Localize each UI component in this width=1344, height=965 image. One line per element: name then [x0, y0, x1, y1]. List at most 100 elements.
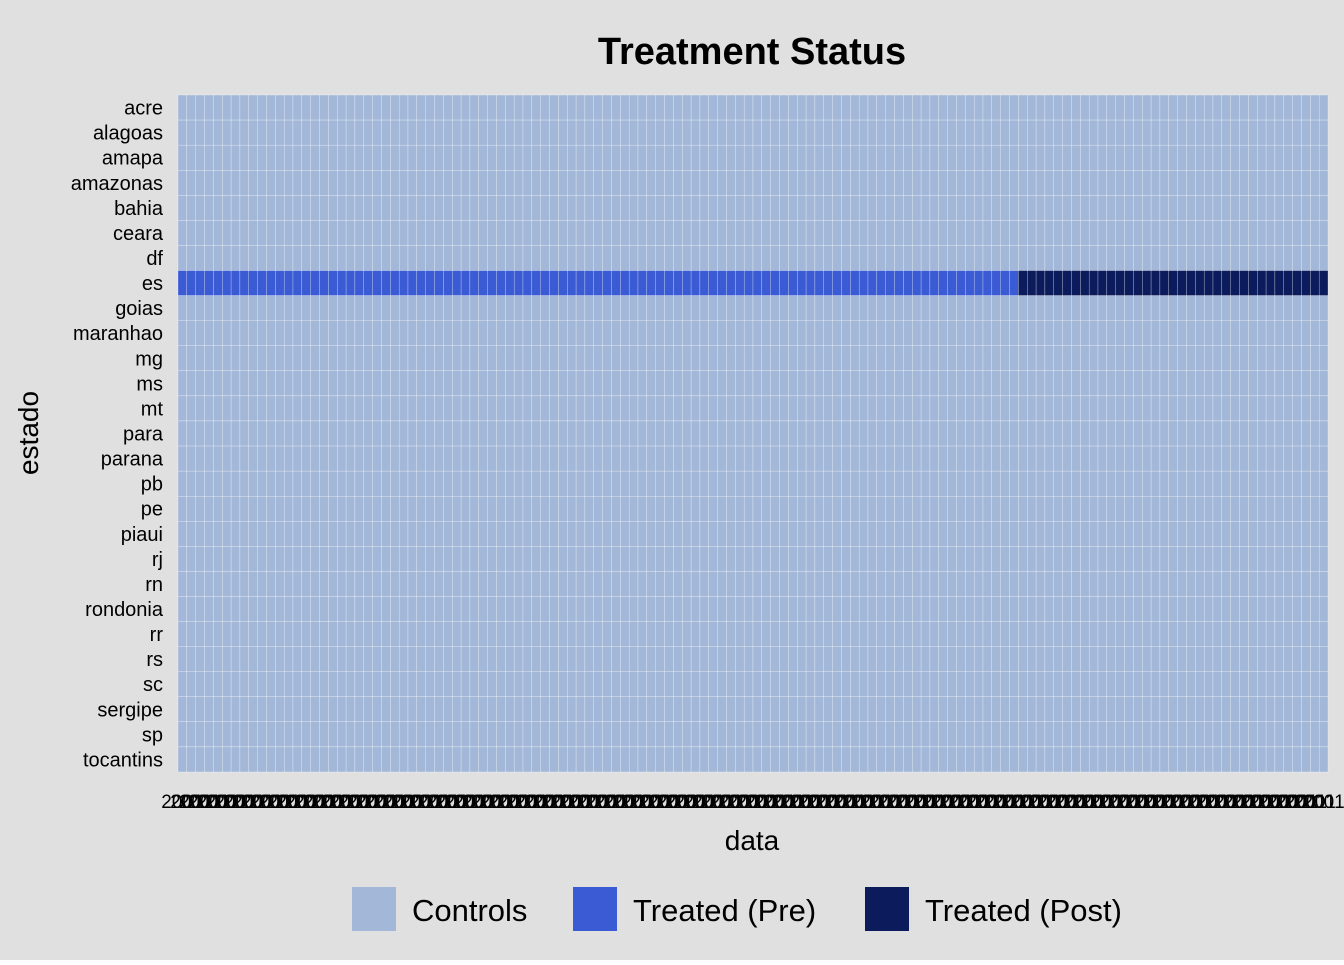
- heatmap-cell: [779, 94, 789, 121]
- heatmap-cell: [814, 295, 824, 321]
- heatmap-cell: [186, 420, 196, 447]
- heatmap-cell: [1000, 721, 1010, 748]
- heatmap-cell: [929, 245, 939, 271]
- heatmap-cell: [390, 521, 400, 547]
- heatmap-cell: [496, 521, 506, 547]
- heatmap-cell: [239, 721, 249, 748]
- heatmap-cell: [460, 370, 471, 397]
- heatmap-cell: [248, 746, 258, 773]
- heatmap-cell: [1239, 671, 1249, 697]
- heatmap-cell: [434, 295, 444, 321]
- heatmap-cell: [1203, 420, 1214, 447]
- heatmap-cell: [682, 571, 692, 597]
- heatmap-cell: [1248, 470, 1258, 497]
- heatmap-cell: [655, 596, 665, 622]
- heatmap-cell: [973, 119, 984, 146]
- heatmap-cell: [1310, 496, 1320, 522]
- x-tick-label: 2001: [294, 792, 336, 813]
- heatmap-cell: [1106, 370, 1116, 397]
- heatmap-cell: [991, 470, 1001, 497]
- heatmap-cell: [1000, 621, 1010, 647]
- heatmap-cell: [735, 170, 745, 196]
- heatmap-cell: [929, 370, 939, 397]
- heatmap-cell: [372, 320, 382, 346]
- heatmap-cell: [567, 445, 577, 472]
- heatmap-cell: [1177, 170, 1187, 196]
- heatmap-cell: [1097, 496, 1108, 522]
- heatmap-cell: [646, 295, 656, 321]
- heatmap-cell: [328, 621, 338, 647]
- heatmap-cell: [1257, 646, 1267, 672]
- heatmap-cell: [310, 295, 320, 321]
- heatmap-cell: [973, 646, 984, 672]
- heatmap-cell: [195, 420, 205, 447]
- heatmap-cell: [717, 546, 727, 572]
- heatmap-cell: [478, 571, 488, 597]
- heatmap-cell: [319, 521, 329, 547]
- heatmap-cell: [407, 270, 418, 296]
- heatmap-cell: [1221, 144, 1231, 171]
- heatmap-cell: [1062, 696, 1072, 723]
- heatmap-cell: [743, 546, 754, 572]
- heatmap-cell: [354, 395, 364, 422]
- heatmap-cell: [328, 646, 338, 672]
- heatmap-cell: [1150, 571, 1161, 597]
- heatmap-cell: [513, 571, 524, 597]
- heatmap-cell: [699, 621, 709, 647]
- heatmap-cell: [381, 546, 391, 572]
- heatmap-cell: [584, 671, 594, 697]
- heatmap-cell: [602, 94, 612, 121]
- heatmap-cell: [920, 345, 931, 371]
- heatmap-cell: [699, 521, 709, 547]
- heatmap-cell: [1106, 521, 1116, 547]
- heatmap-cell: [1239, 496, 1249, 522]
- heatmap-cell: [956, 320, 966, 346]
- heatmap-cell: [690, 420, 701, 447]
- heatmap-cell: [1230, 245, 1240, 271]
- heatmap-cell: [1301, 571, 1311, 597]
- heatmap-cell: [425, 270, 435, 296]
- heatmap-cell: [1274, 671, 1284, 697]
- heatmap-cell: [805, 94, 816, 121]
- heatmap-cell: [390, 245, 400, 271]
- heatmap-cell: [1212, 445, 1223, 472]
- heatmap-cell: [328, 195, 338, 221]
- heatmap-cell: [1221, 671, 1231, 697]
- heatmap-cell: [788, 320, 798, 346]
- heatmap-cell: [292, 295, 303, 321]
- heatmap-cell: [416, 546, 426, 572]
- heatmap-cell: [1018, 144, 1028, 171]
- heatmap-cell: [628, 420, 639, 447]
- heatmap-cell: [248, 295, 258, 321]
- heatmap-cell: [186, 170, 196, 196]
- heatmap-cell: [266, 546, 276, 572]
- heatmap-cell: [1239, 646, 1249, 672]
- heatmap-cell: [513, 420, 524, 447]
- heatmap-cell: [894, 470, 904, 497]
- heatmap-cell: [1239, 696, 1249, 723]
- heatmap-cell: [850, 571, 860, 597]
- heatmap-cell: [1142, 746, 1152, 773]
- heatmap-cell: [797, 470, 807, 497]
- heatmap-cell: [823, 596, 833, 622]
- heatmap-cell: [513, 696, 524, 723]
- heatmap-cell: [823, 295, 833, 321]
- heatmap-cell: [646, 621, 656, 647]
- heatmap-cell: [673, 320, 683, 346]
- heatmap-cell: [788, 245, 798, 271]
- heatmap-cell: [1203, 270, 1214, 296]
- heatmap-cell: [673, 746, 683, 773]
- heatmap-cell: [1106, 195, 1116, 221]
- heatmap-cell: [602, 395, 612, 422]
- heatmap-cell: [788, 94, 798, 121]
- heatmap-cell: [1097, 571, 1108, 597]
- heatmap-cell: [1009, 345, 1019, 371]
- heatmap-cell: [920, 370, 931, 397]
- heatmap-cell: [416, 245, 426, 271]
- heatmap-cell: [841, 270, 851, 296]
- heatmap-cell: [1080, 746, 1090, 773]
- heatmap-cell: [1106, 295, 1116, 321]
- heatmap-cell: [222, 144, 232, 171]
- heatmap-cell: [602, 546, 612, 572]
- heatmap-cell: [752, 596, 763, 622]
